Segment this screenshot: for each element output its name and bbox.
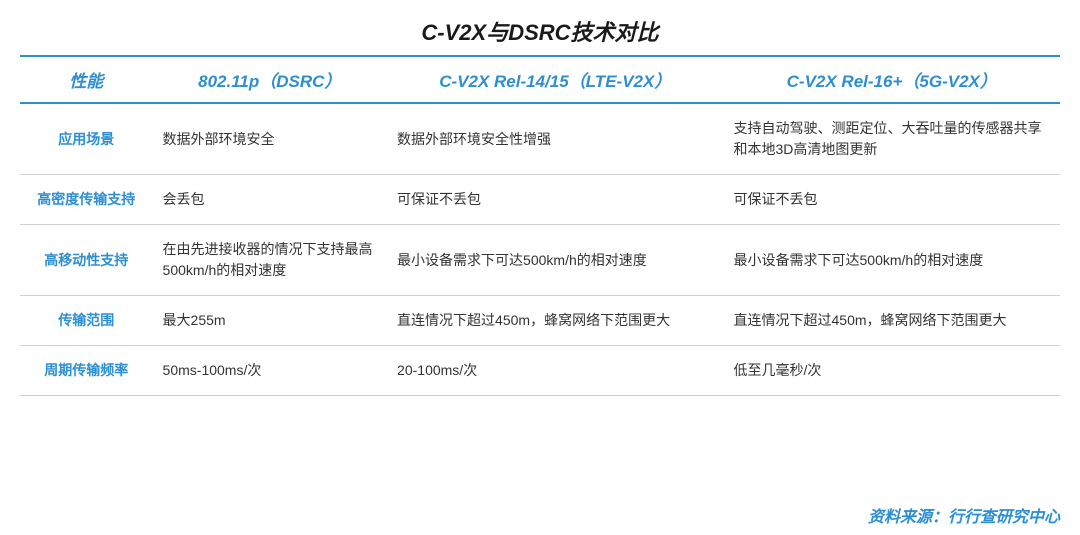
table-row: 高移动性支持 在由先进接收器的情况下支持最高500km/h的相对速度 最小设备需…: [20, 225, 1060, 296]
cell: 低至几毫秒/次: [724, 346, 1060, 396]
table-row: 应用场景 数据外部环境安全 数据外部环境安全性增强 支持自动驾驶、测距定位、大吞…: [20, 103, 1060, 175]
col-header-perf: 性能: [20, 56, 153, 103]
cell: 最小设备需求下可达500km/h的相对速度: [724, 225, 1060, 296]
row-label: 高移动性支持: [20, 225, 153, 296]
page-title: C-V2X与DSRC技术对比: [20, 15, 1060, 47]
cell: 最大255m: [153, 296, 388, 346]
table-row: 传输范围 最大255m 直连情况下超过450m，蜂窝网络下范围更大 直连情况下超…: [20, 296, 1060, 346]
cell: 20-100ms/次: [387, 346, 723, 396]
cell: 最小设备需求下可达500km/h的相对速度: [387, 225, 723, 296]
cell: 在由先进接收器的情况下支持最高500km/h的相对速度: [153, 225, 388, 296]
table-row: 高密度传输支持 会丢包 可保证不丢包 可保证不丢包: [20, 175, 1060, 225]
row-label: 高密度传输支持: [20, 175, 153, 225]
cell: 直连情况下超过450m，蜂窝网络下范围更大: [724, 296, 1060, 346]
col-header-dsrc: 802.11p（DSRC）: [153, 56, 388, 103]
row-label: 周期传输频率: [20, 346, 153, 396]
cell: 直连情况下超过450m，蜂窝网络下范围更大: [387, 296, 723, 346]
cell: 可保证不丢包: [387, 175, 723, 225]
cell: 可保证不丢包: [724, 175, 1060, 225]
cell: 数据外部环境安全: [153, 103, 388, 175]
cell: 会丢包: [153, 175, 388, 225]
row-label: 传输范围: [20, 296, 153, 346]
cell: 数据外部环境安全性增强: [387, 103, 723, 175]
row-label: 应用场景: [20, 103, 153, 175]
col-header-lte: C-V2X Rel-14/15（LTE-V2X）: [387, 56, 723, 103]
source-label: 资料来源：行行查研究中心: [868, 503, 1060, 527]
comparison-table: 性能 802.11p（DSRC） C-V2X Rel-14/15（LTE-V2X…: [20, 55, 1060, 396]
table-row: 周期传输频率 50ms-100ms/次 20-100ms/次 低至几毫秒/次: [20, 346, 1060, 396]
cell: 支持自动驾驶、测距定位、大吞吐量的传感器共享和本地3D高清地图更新: [724, 103, 1060, 175]
col-header-5g: C-V2X Rel-16+（5G-V2X）: [724, 56, 1060, 103]
table-header-row: 性能 802.11p（DSRC） C-V2X Rel-14/15（LTE-V2X…: [20, 56, 1060, 103]
cell: 50ms-100ms/次: [153, 346, 388, 396]
